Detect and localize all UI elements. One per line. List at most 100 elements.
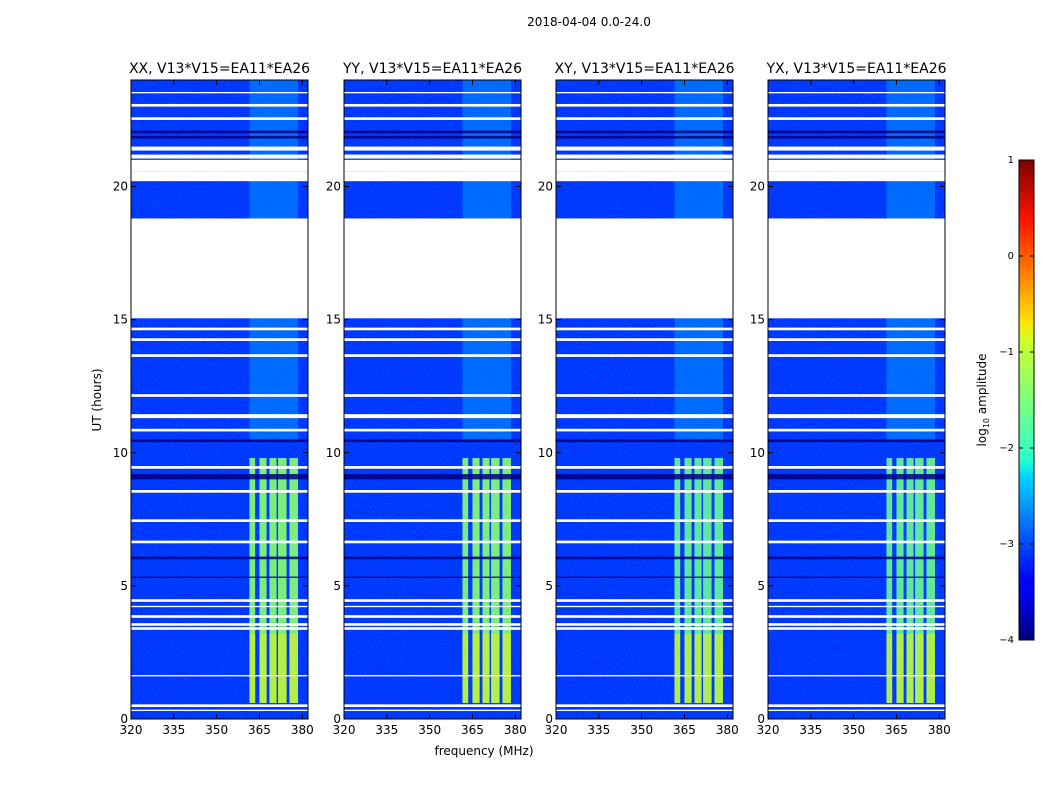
y-tick-label: 0 <box>120 712 128 726</box>
panels: XX, V13*V15=EA11*EA26 320 335 350 365 380 0 5 10… <box>113 61 951 737</box>
panel-title: YY, V13*V15=EA11*EA26 <box>342 61 522 77</box>
no-data-gap <box>556 414 733 419</box>
no-data-gap <box>131 394 308 397</box>
y-tick-label: 15 <box>750 313 765 327</box>
x-tick-label: 350 <box>630 723 653 737</box>
bright-band <box>269 458 277 704</box>
no-data-gap <box>768 414 945 419</box>
no-data-gap <box>768 154 945 159</box>
y-tick-label: 0 <box>757 712 765 726</box>
no-data-gap <box>131 627 308 630</box>
bright-band-hot <box>491 633 500 704</box>
flagged-row <box>131 474 308 480</box>
y-tick-label: 0 <box>545 712 553 726</box>
x-tick-label: 335 <box>375 723 398 737</box>
no-data-gap <box>131 146 308 151</box>
x-axis-label: frequency (MHz) <box>434 744 533 758</box>
no-data-gap <box>768 709 945 712</box>
no-data-gap <box>556 519 733 522</box>
no-data-gap <box>344 519 521 522</box>
no-data-gap <box>344 103 521 107</box>
flagged-row <box>768 135 945 139</box>
bright-band-hot <box>472 633 480 704</box>
flagged-row <box>556 439 733 443</box>
panel: XY, V13*V15=EA11*EA26 320 335 350 365 380 0 5 10… <box>538 61 739 737</box>
no-data-gap <box>344 605 521 608</box>
no-data-gap <box>131 599 308 602</box>
panel-image <box>768 80 945 719</box>
bright-band <box>462 458 469 704</box>
y-tick-label: 10 <box>113 446 128 460</box>
no-data-gap <box>768 605 945 608</box>
no-data-gap <box>556 91 733 94</box>
x-tick-label: 335 <box>799 723 822 737</box>
flagged-row <box>768 130 945 134</box>
bright-band <box>502 458 512 704</box>
no-data-gap <box>556 146 733 151</box>
y-tick-label: 15 <box>538 313 553 327</box>
no-data-gap <box>556 605 733 608</box>
no-data-gap <box>344 709 521 712</box>
no-data-gap <box>556 675 733 677</box>
bright-band-hot <box>269 633 277 704</box>
y-tick-label: 10 <box>326 446 341 460</box>
y-tick-label: 5 <box>120 579 128 593</box>
colorbar-gradient <box>1018 159 1035 641</box>
no-data-gap <box>344 428 521 432</box>
bright-band-hot <box>896 633 904 704</box>
no-data-gap <box>344 146 521 151</box>
x-tick-label: 320 <box>120 723 143 737</box>
y-tick-label: 10 <box>750 446 765 460</box>
x-tick-label: 365 <box>461 723 484 737</box>
x-tick-label: 320 <box>333 723 356 737</box>
no-data-gap <box>556 627 733 630</box>
bright-band <box>703 458 712 704</box>
no-data-gap <box>556 709 733 712</box>
panel: YY, V13*V15=EA11*EA26 320 335 350 365 380 0 5 10… <box>326 61 527 737</box>
flagged-row <box>344 556 521 560</box>
bright-band-hot <box>915 633 924 704</box>
no-data-gap <box>768 615 945 618</box>
no-data-gap <box>768 519 945 522</box>
no-data-gap <box>768 354 945 357</box>
no-data-gap <box>556 490 733 493</box>
no-data-gap <box>131 327 308 331</box>
bright-band-hot <box>259 633 267 704</box>
panel: XX, V13*V15=EA11*EA26 320 335 350 365 380 0 5 10… <box>113 61 314 737</box>
no-data-gap <box>556 327 733 331</box>
flagged-row <box>131 135 308 139</box>
no-data-gap <box>768 146 945 151</box>
bright-band <box>278 458 287 704</box>
bright-band <box>926 458 936 704</box>
no-data-gap <box>131 709 308 712</box>
y-tick-label: 20 <box>750 180 765 194</box>
flagged-row <box>768 474 945 480</box>
x-tick-label: 350 <box>205 723 228 737</box>
no-data-gap <box>344 623 521 626</box>
colorbar-label: log10 amplitude <box>975 354 991 447</box>
no-data-gap <box>131 171 308 182</box>
no-data-gap <box>344 354 521 357</box>
flagged-row <box>768 556 945 560</box>
bright-band <box>289 458 299 704</box>
no-data-gap <box>131 605 308 608</box>
panel-image <box>131 80 308 719</box>
flagged-row <box>556 576 733 578</box>
flagged-row <box>344 576 521 578</box>
bright-band-hot <box>694 633 702 704</box>
bright-band <box>886 458 893 704</box>
no-data-gap <box>556 540 733 544</box>
bright-band-hot <box>278 633 287 704</box>
flagged-row <box>556 135 733 139</box>
no-data-gap <box>556 159 733 172</box>
bright-band <box>915 458 924 704</box>
panel: YX, V13*V15=EA11*EA26 320 335 350 365 380 0 5 10… <box>750 61 951 737</box>
bright-band-hot <box>249 633 256 704</box>
bright-band <box>259 458 267 704</box>
no-data-gap <box>344 159 521 172</box>
panel-title: XX, V13*V15=EA11*EA26 <box>129 61 310 77</box>
bright-band-hot <box>482 633 490 704</box>
no-data-gap <box>768 103 945 107</box>
no-data-gap <box>131 540 308 544</box>
